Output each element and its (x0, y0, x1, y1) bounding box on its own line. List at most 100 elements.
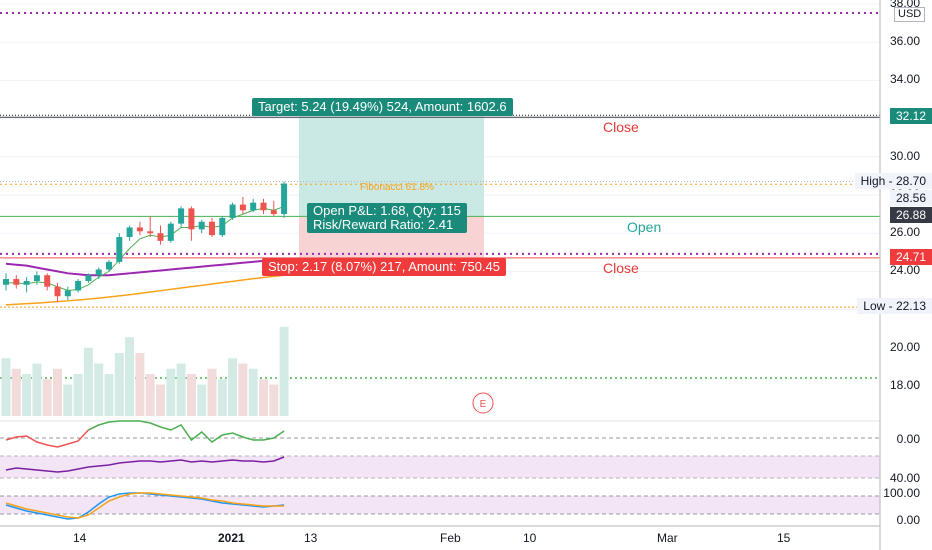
candle-body (64, 290, 71, 297)
volume-bar (135, 353, 145, 416)
candle-body (136, 227, 143, 232)
volume-bar (114, 353, 124, 416)
time-tick-feb: Feb (440, 531, 461, 545)
target-zone[interactable] (299, 116, 484, 217)
candle-body (239, 204, 246, 211)
candle-body (33, 275, 40, 281)
open-pnl-box[interactable]: Open P&L: 1.68, Qty: 115 Risk/Reward Rat… (307, 203, 467, 233)
rsi-40-tick: 40.00 (889, 471, 920, 485)
stoch-d-line (5, 492, 285, 519)
volume-bar (217, 379, 227, 416)
volume-bar (166, 368, 176, 416)
indicator-panes (0, 420, 880, 520)
volume-bar (125, 337, 135, 416)
candle-body (95, 269, 102, 276)
price-tick: 18.00 (889, 378, 920, 392)
price-tick: 20.00 (889, 339, 920, 354)
candle-body (188, 208, 195, 230)
earnings-event-marker[interactable] (472, 392, 494, 414)
candle-body (75, 280, 82, 291)
volume-bar (94, 363, 104, 416)
candle-body (270, 210, 277, 215)
candle-body (250, 202, 257, 211)
low-price-label: Low - 22.13 (857, 298, 932, 314)
volume-bar (238, 363, 248, 416)
close-label-bottom: Close (603, 260, 639, 276)
price-tick: 34.00 (889, 72, 920, 87)
volume-bar (1, 358, 11, 416)
volume-bar (176, 363, 186, 416)
target-info-box[interactable]: Target: 5.24 (19.49%) 524, Amount: 1602.… (252, 98, 513, 116)
volume-bars (1, 326, 289, 416)
purple-moving-average (5, 257, 285, 277)
time-tick-13: 13 (304, 531, 318, 545)
candle-body (198, 221, 205, 230)
target-price-label: 32.12 (889, 108, 932, 124)
volume-bar (145, 374, 155, 416)
stoch-0-tick: 0.00 (896, 513, 920, 527)
earnings-event-letter: E (480, 399, 487, 410)
candle-body (44, 275, 51, 287)
fibonacci-level-label: Fibonacci 61.8% (360, 182, 434, 193)
macd-green-line (88, 420, 285, 443)
orange-moving-average (5, 274, 285, 306)
candle-body (106, 261, 112, 270)
price-tick: 36.00 (889, 34, 920, 49)
volume-bar (32, 363, 42, 416)
close-label-top: Close (603, 119, 639, 135)
candle-body (147, 231, 154, 234)
volume-bar (156, 384, 165, 416)
candle-body (116, 237, 123, 262)
volume-bar (279, 326, 289, 416)
volume-bar (186, 374, 196, 416)
volume-bar (259, 379, 268, 416)
volume-bar (83, 347, 93, 416)
candle-body (157, 233, 164, 241)
volume-bar (22, 374, 32, 416)
price-axis-currency[interactable]: USD (894, 7, 926, 22)
stoch-band (0, 496, 880, 514)
volume-bar (63, 384, 73, 416)
candle-body (219, 217, 226, 236)
time-tick-10: 10 (523, 531, 537, 545)
candle-body (229, 204, 236, 218)
stop-info-box[interactable]: Stop: 2.17 (8.07%) 217, Amount: 750.45 (262, 258, 506, 276)
price-tick: 26.00 (889, 225, 920, 240)
open-label: Open (627, 219, 662, 235)
candle-body (54, 286, 61, 297)
moving-averages (5, 205, 285, 306)
candle-body (126, 227, 133, 238)
price-tick: 30.00 (889, 148, 920, 163)
current-price-label: 26.88 (889, 207, 932, 223)
candle-body (13, 279, 20, 285)
volume-bar (228, 358, 238, 416)
fibonacci-price-label: 28.56 (889, 190, 932, 206)
candle-body (23, 280, 30, 285)
candle-body (3, 279, 9, 285)
rsi-line (5, 456, 285, 473)
macd-zero-tick: 0.00 (896, 432, 920, 446)
time-tick-14: 14 (73, 531, 87, 545)
candle-body (281, 183, 288, 215)
candle-body (85, 275, 92, 281)
macd-red-line (5, 424, 100, 448)
volume-bar (42, 379, 52, 416)
time-tick-15: 15 (777, 531, 791, 545)
time-tick-mar: Mar (657, 531, 678, 545)
candlesticks[interactable] (3, 181, 288, 302)
candle-body (167, 223, 174, 241)
volume-bar (197, 384, 207, 416)
candle-body (178, 208, 185, 224)
volume-bar (207, 368, 217, 416)
green-moving-average (6, 205, 285, 292)
price-tick: 38.00 (889, 0, 920, 10)
volume-bar (248, 368, 258, 416)
time-tick-2021: 2021 (218, 531, 245, 545)
candle-body (209, 221, 215, 236)
risk-reward-text: Risk/Reward Ratio: 2.41 (313, 217, 454, 232)
volume-bar (11, 368, 21, 416)
high-price-label: High - 28.70 (854, 173, 932, 189)
volume-bar (53, 368, 62, 416)
candle-body (260, 202, 267, 211)
